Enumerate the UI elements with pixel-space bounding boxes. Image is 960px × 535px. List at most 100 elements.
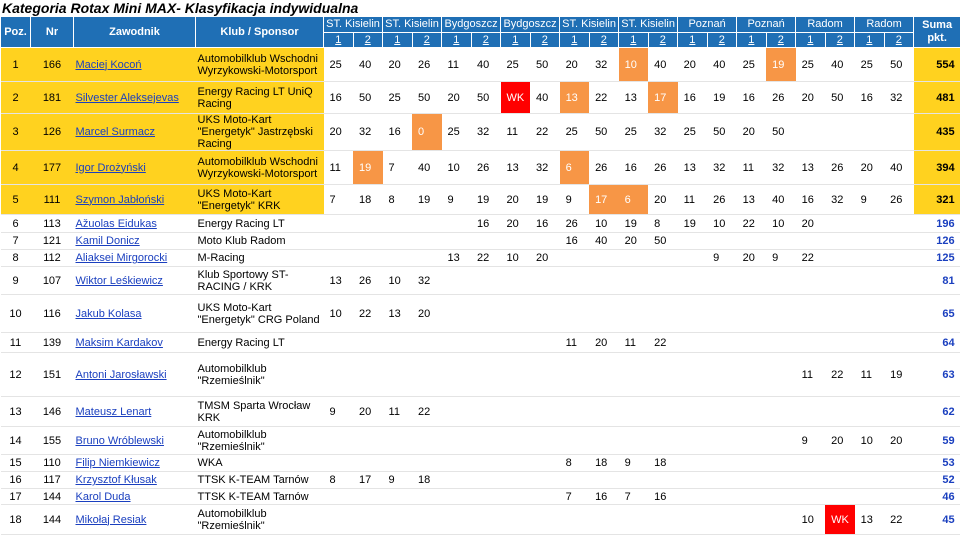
result: 22	[589, 82, 619, 114]
result	[707, 267, 737, 295]
result	[648, 295, 678, 333]
result: 18	[648, 455, 678, 472]
total: 45	[914, 505, 960, 535]
result: 13	[560, 82, 590, 114]
driver-link[interactable]: Bruno Wróblewski	[76, 435, 164, 447]
result	[796, 455, 826, 472]
driver-link[interactable]: Krzysztof Kłusak	[76, 474, 157, 486]
driver-name: Filip Niemkiewicz	[74, 455, 196, 472]
result: 11	[324, 151, 354, 185]
position: 7	[1, 233, 31, 250]
position: 4	[1, 151, 31, 185]
result	[560, 267, 590, 295]
result: 10	[442, 151, 472, 185]
result: 26	[589, 151, 619, 185]
result	[707, 333, 737, 353]
driver-link[interactable]: Ažuolas Eidukas	[76, 218, 157, 230]
result: 22	[471, 250, 501, 267]
position: 9	[1, 267, 31, 295]
result: 26	[825, 151, 855, 185]
driver-link[interactable]: Aliaksei Mirgorocki	[76, 252, 168, 264]
result	[707, 233, 737, 250]
position: 13	[1, 397, 31, 427]
result	[324, 353, 354, 397]
driver-link[interactable]: Jakub Kolasa	[76, 308, 142, 320]
result: 19	[884, 353, 914, 397]
result	[560, 427, 590, 455]
driver-link[interactable]: Mikołaj Resiak	[76, 514, 147, 526]
result	[855, 267, 885, 295]
driver-link[interactable]: Antoni Jarosławski	[76, 369, 167, 381]
result	[471, 489, 501, 505]
result: 20	[324, 114, 354, 151]
result: 26	[560, 215, 590, 233]
result	[471, 233, 501, 250]
driver-link[interactable]: Wiktor Leśkiewicz	[76, 275, 163, 287]
result: 13	[619, 82, 649, 114]
driver-link[interactable]: Karol Duda	[76, 491, 131, 503]
result	[324, 250, 354, 267]
result: 20	[530, 250, 560, 267]
heat-number: 1	[748, 34, 754, 46]
total: 554	[914, 48, 960, 82]
driver-link[interactable]: Igor Drożyński	[76, 162, 146, 174]
heat-header: 2	[412, 32, 442, 48]
result: 11	[678, 185, 708, 215]
result: 40	[589, 233, 619, 250]
result: 16	[560, 233, 590, 250]
result: WK	[825, 505, 855, 535]
result	[530, 427, 560, 455]
result	[737, 455, 767, 472]
driver-link[interactable]: Marcel Surmacz	[76, 126, 155, 138]
result: 25	[560, 114, 590, 151]
heat-number: 2	[778, 34, 784, 46]
result: 50	[530, 48, 560, 82]
result: 25	[442, 114, 472, 151]
driver-link[interactable]: Maciej Kocoń	[76, 59, 142, 71]
result: 50	[471, 82, 501, 114]
number: 121	[31, 233, 74, 250]
result: 10	[501, 250, 531, 267]
result: 40	[471, 48, 501, 82]
result	[383, 489, 413, 505]
result	[884, 489, 914, 505]
result: 20	[501, 185, 531, 215]
result: 19	[707, 82, 737, 114]
result: 16	[383, 114, 413, 151]
result	[442, 472, 472, 489]
result: 22	[825, 353, 855, 397]
result: 32	[766, 151, 796, 185]
result	[412, 427, 442, 455]
driver-link[interactable]: Silvester Aleksejevas	[76, 92, 179, 104]
heat-number: 1	[335, 34, 341, 46]
result: 40	[412, 151, 442, 185]
result	[884, 233, 914, 250]
result	[796, 295, 826, 333]
result: 13	[678, 151, 708, 185]
result: 9	[324, 397, 354, 427]
driver-link[interactable]: Maksim Kardakov	[76, 337, 163, 349]
result	[442, 295, 472, 333]
position: 5	[1, 185, 31, 215]
heat-header: 1	[855, 32, 885, 48]
driver-link[interactable]: Kamil Donicz	[76, 235, 140, 247]
result	[442, 505, 472, 535]
result	[766, 333, 796, 353]
driver-link[interactable]: Szymon Jabłoński	[76, 194, 165, 206]
driver-link[interactable]: Mateusz Lenart	[76, 406, 152, 418]
result	[589, 427, 619, 455]
result: 25	[619, 114, 649, 151]
driver-link[interactable]: Filip Niemkiewicz	[76, 457, 160, 469]
result	[501, 233, 531, 250]
heat-header: 2	[589, 32, 619, 48]
driver-name: Karol Duda	[74, 489, 196, 505]
result: 11	[383, 397, 413, 427]
result	[766, 233, 796, 250]
result	[737, 397, 767, 427]
result: 40	[884, 151, 914, 185]
result	[530, 333, 560, 353]
result	[825, 114, 855, 151]
result	[471, 427, 501, 455]
result	[589, 295, 619, 333]
